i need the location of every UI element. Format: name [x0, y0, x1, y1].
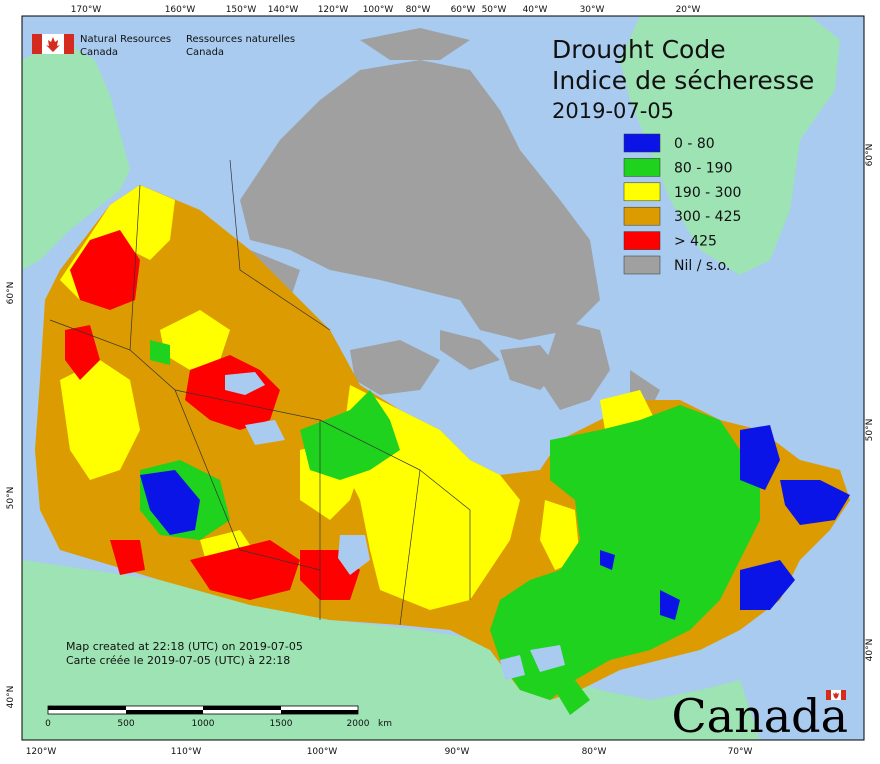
scale-tick-label: 1000 — [192, 719, 215, 729]
graticule-top-label: 50°W — [482, 5, 507, 15]
title-line-en: Drought Code — [552, 35, 726, 64]
alaska-landmass — [22, 40, 130, 270]
agency-name-en-line1: Natural Resources — [80, 34, 171, 45]
graticule-top-label: 140°W — [268, 5, 299, 15]
graticule-right-labels: 60°N 50°N 40°N — [865, 144, 875, 662]
graticule-left-label: 50°N — [6, 487, 16, 510]
graticule-bottom-label: 120°W — [26, 747, 57, 757]
provincial-borders — [49, 159, 471, 626]
graticule-right-label: 60°N — [865, 144, 875, 167]
graticule-bottom-label: 110°W — [171, 747, 202, 757]
graticule-top-label: 80°W — [406, 5, 431, 15]
canada-flag-icon — [32, 34, 74, 54]
legend-label: > 425 — [674, 234, 717, 250]
legend-label: 300 - 425 — [674, 209, 741, 225]
graticule-top-label: 20°W — [676, 5, 701, 15]
graticule-bottom-label: 70°W — [728, 747, 753, 757]
graticule-top-labels: 170°W 160°W 150°W 140°W 120°W 100°W 80°W… — [71, 5, 701, 15]
graticule-bottom-label: 90°W — [445, 747, 470, 757]
credit-line-en: Map created at 22:18 (UTC) on 2019-07-05 — [66, 640, 303, 653]
graticule-top-label: 160°W — [165, 5, 196, 15]
legend-label: 80 - 190 — [674, 160, 733, 176]
graticule-top-label: 120°W — [318, 5, 349, 15]
agency-name-fr-line2: Canada — [186, 47, 224, 58]
graticule-left-label: 40°N — [6, 686, 16, 709]
legend-swatch — [623, 133, 661, 153]
canada-wordmark: Canada — [671, 689, 848, 743]
scale-tick-label: 1500 — [270, 719, 293, 729]
graticule-top-label: 30°W — [580, 5, 605, 15]
graticule-left-label: 60°N — [6, 282, 16, 305]
agency-name-fr-line1: Ressources naturelles — [186, 34, 295, 45]
map-title: Drought Code Indice de sécheresse 2019-0… — [552, 35, 814, 123]
drought-zones-over-425 — [65, 230, 360, 600]
graticule-top-label: 60°W — [451, 5, 476, 15]
lakes — [225, 372, 565, 680]
graticule-right-label: 50°N — [865, 419, 875, 442]
graticule-top-label: 40°W — [523, 5, 548, 15]
graticule-top-label: 100°W — [363, 5, 394, 15]
wordmark-flag-icon — [826, 690, 846, 700]
legend-swatch — [623, 158, 661, 177]
drought-zones-0-80 — [140, 425, 850, 620]
legend-label: 0 - 80 — [674, 136, 715, 152]
title-line-fr: Indice de sécheresse — [552, 66, 814, 95]
map-area — [21, 15, 865, 741]
legend: 0 - 80 80 - 190 190 - 300 300 - 425 > 425 Nil… — [623, 133, 741, 275]
agency-block: Natural Resources Canada Ressources natu… — [32, 34, 295, 58]
title-date: 2019-07-05 — [552, 99, 674, 123]
credit-line-fr: Carte créée le 2019-07-05 (UTC) à 22:18 — [66, 654, 290, 667]
scale-tick-label: 2000 — [347, 719, 370, 729]
legend-swatch — [623, 206, 661, 226]
agency-name-en-line2: Canada — [80, 47, 118, 58]
greenland-landmass — [620, 16, 840, 275]
legend-swatch — [623, 182, 661, 202]
canada-wordmark-text: Canada — [671, 689, 848, 743]
legend-label: Nil / s.o. — [674, 258, 730, 274]
map-credit: Map created at 22:18 (UTC) on 2019-07-05… — [66, 640, 303, 667]
scale-tick-label: 500 — [117, 719, 134, 729]
scale-tick-label: 0 — [45, 719, 51, 729]
graticule-left-labels: 60°N 50°N 40°N — [6, 282, 16, 709]
legend-label: 190 - 300 — [674, 185, 741, 201]
legend-swatch — [623, 255, 661, 275]
scale-bar: 0 500 1000 1500 2000 km — [45, 705, 392, 729]
legend-swatch — [623, 231, 661, 250]
graticule-bottom-labels: 120°W 110°W 100°W 90°W 80°W 70°W — [26, 747, 753, 757]
graticule-bottom-label: 80°W — [582, 747, 607, 757]
graticule-bottom-label: 100°W — [307, 747, 338, 757]
graticule-top-label: 170°W — [71, 5, 102, 15]
scale-unit-label: km — [378, 719, 392, 729]
map-frame — [21, 15, 865, 741]
graticule-right-label: 40°N — [865, 639, 875, 662]
graticule-top-label: 150°W — [226, 5, 257, 15]
